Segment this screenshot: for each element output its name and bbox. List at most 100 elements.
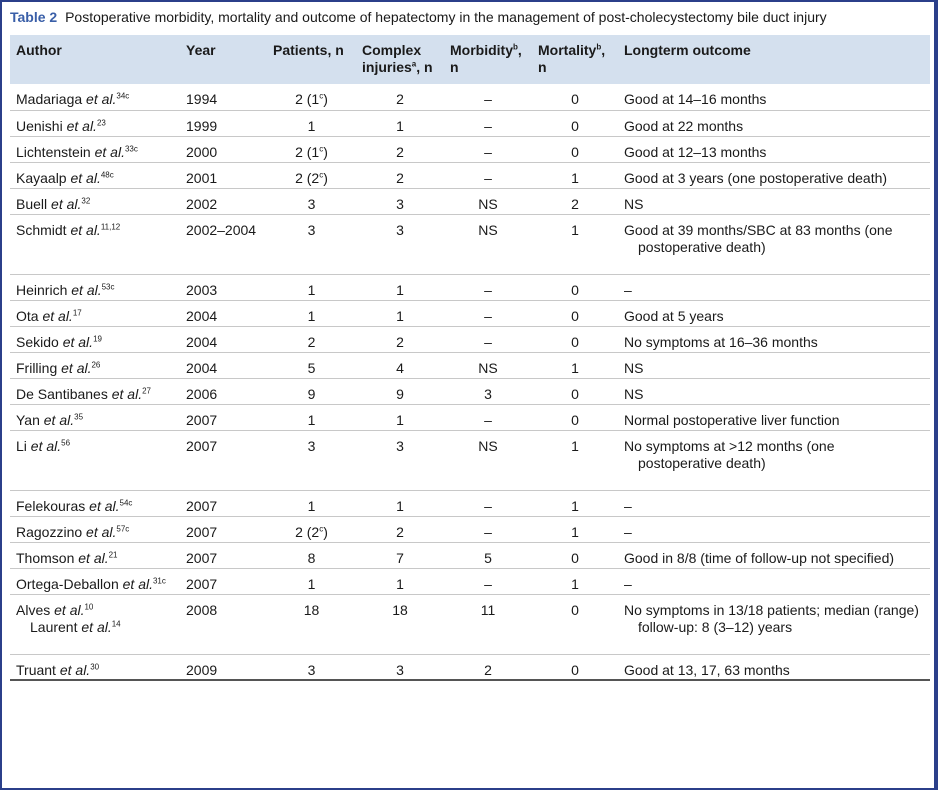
table-row: Ragozzino et al.57c 2007 2 (2c) 2–1–: [10, 516, 930, 543]
table-label: Table 2: [10, 9, 58, 25]
cell-morbidity: 2: [444, 654, 532, 681]
cell-patients: 1: [267, 490, 356, 517]
header-author: Author: [10, 35, 180, 84]
cell-mortality: 1: [532, 352, 618, 379]
cell-mortality: 1: [532, 568, 618, 595]
table-row: Heinrich et al.53c 2003 1 1–0–: [10, 274, 930, 301]
cell-mortality: 0: [532, 378, 618, 405]
table-row: Lichtenstein et al.33c 2000 2 (1c) 2–0 Good …: [10, 136, 930, 163]
cell-morbidity: –: [444, 490, 532, 517]
table-row: Schmidt et al.11,12 2002–2004 3 3 NS 1 Good at…: [10, 214, 930, 275]
header-mortality: Mortalityb, n: [532, 35, 618, 84]
header-complex-injuries: Complex injuriesa, n: [356, 35, 444, 84]
cell-year: 2009: [180, 654, 267, 681]
cell-author: De Santibanes et al.27: [10, 378, 180, 405]
cell-patients: 5: [267, 352, 356, 379]
table-row: Frilling et al.26 2004 5 4 NS 1 NS: [10, 352, 930, 379]
cell-author: Lichtenstein et al.33c: [10, 136, 180, 163]
cell-morbidity: –: [444, 162, 532, 189]
cell-complex-injuries: 3: [356, 188, 444, 215]
cell-complex-injuries: 2: [356, 326, 444, 353]
cell-author: Schmidt et al.11,12: [10, 214, 180, 275]
cell-morbidity: NS: [444, 430, 532, 491]
cell-complex-injuries: 1: [356, 568, 444, 595]
cell-patients: 2 (1c): [267, 84, 356, 111]
cell-patients: 1: [267, 300, 356, 327]
cell-outcome: NS: [618, 188, 930, 215]
cell-mortality: 0: [532, 326, 618, 353]
table-row: Yan et al.35 2007 1 1–0 Normal postoperative…: [10, 404, 930, 431]
cell-outcome: Good at 3 years (one postoperative death…: [618, 162, 930, 189]
cell-outcome: Normal postoperative liver function: [618, 404, 930, 431]
cell-outcome: No symptoms in 13/18 patients; median (r…: [618, 594, 930, 655]
cell-patients: 9: [267, 378, 356, 405]
cell-author: Buell et al.32: [10, 188, 180, 215]
cell-year: 2007: [180, 490, 267, 517]
outcome-table: Author Year Patients, n Complex injuries…: [10, 35, 930, 681]
cell-patients: 1: [267, 568, 356, 595]
cell-complex-injuries: 1: [356, 110, 444, 137]
cell-year: 2004: [180, 352, 267, 379]
cell-morbidity: –: [444, 84, 532, 111]
cell-patients: 3: [267, 430, 356, 491]
cell-outcome: NS: [618, 352, 930, 379]
cell-outcome: –: [618, 516, 930, 543]
cell-author: Uenishi et al.23: [10, 110, 180, 137]
cell-mortality: 1: [532, 214, 618, 275]
cell-morbidity: –: [444, 516, 532, 543]
cell-outcome: NS: [618, 378, 930, 405]
cell-patients: 3: [267, 214, 356, 275]
cell-morbidity: –: [444, 300, 532, 327]
cell-outcome: Good at 12–13 months: [618, 136, 930, 163]
table-row: Buell et al.32 2002 3 3 NS 2 NS: [10, 188, 930, 215]
cell-morbidity: NS: [444, 214, 532, 275]
cell-complex-injuries: 2: [356, 84, 444, 111]
cell-patients: 2: [267, 326, 356, 353]
cell-outcome: Good at 13, 17, 63 months: [618, 654, 930, 681]
cell-mortality: 0: [532, 542, 618, 569]
cell-year: 2004: [180, 300, 267, 327]
cell-mortality: 1: [532, 516, 618, 543]
cell-author: Ota et al.17: [10, 300, 180, 327]
cell-patients: 18: [267, 594, 356, 655]
cell-patients: 8: [267, 542, 356, 569]
cell-morbidity: –: [444, 404, 532, 431]
cell-outcome: Good at 14–16 months: [618, 84, 930, 111]
cell-patients: 2 (2c): [267, 162, 356, 189]
cell-mortality: 0: [532, 274, 618, 301]
cell-morbidity: –: [444, 136, 532, 163]
cell-complex-injuries: 4: [356, 352, 444, 379]
cell-author: Ragozzino et al.57c: [10, 516, 180, 543]
cell-complex-injuries: 2: [356, 516, 444, 543]
cell-complex-injuries: 1: [356, 274, 444, 301]
cell-author: Truant et al.30: [10, 654, 180, 681]
cell-author: Frilling et al.26: [10, 352, 180, 379]
cell-year: 2001: [180, 162, 267, 189]
table-row: Truant et al.30 2009 3 3 2 0 Good at 13, 17, 6…: [10, 654, 930, 681]
cell-morbidity: –: [444, 568, 532, 595]
cell-author: Thomson et al.21: [10, 542, 180, 569]
header-morbidity: Morbidityb, n: [444, 35, 532, 84]
cell-year: 2002: [180, 188, 267, 215]
cell-morbidity: 5: [444, 542, 532, 569]
cell-author: Alves et al.10 Laurent et al.14: [10, 594, 180, 655]
table-row: De Santibanes et al.27 2006 9 9 3 0 NS: [10, 378, 930, 405]
cell-outcome: No symptoms at >12 months (one postoperat…: [618, 430, 930, 491]
cell-author: Li et al.56: [10, 430, 180, 491]
cell-patients: 1: [267, 274, 356, 301]
cell-morbidity: 3: [444, 378, 532, 405]
cell-author: Heinrich et al.53c: [10, 274, 180, 301]
cell-complex-injuries: 3: [356, 430, 444, 491]
cell-patients: 2 (2c): [267, 516, 356, 543]
cell-year: 2007: [180, 516, 267, 543]
cell-outcome: –: [618, 490, 930, 517]
cell-author: Sekido et al.19: [10, 326, 180, 353]
cell-outcome: –: [618, 568, 930, 595]
cell-year: 2004: [180, 326, 267, 353]
table-row: Sekido et al.19 2004 2 2–0 No symptoms at 16…: [10, 326, 930, 353]
cell-mortality: 0: [532, 654, 618, 681]
cell-morbidity: NS: [444, 352, 532, 379]
header-year: Year: [180, 35, 267, 84]
cell-mortality: 0: [532, 84, 618, 111]
